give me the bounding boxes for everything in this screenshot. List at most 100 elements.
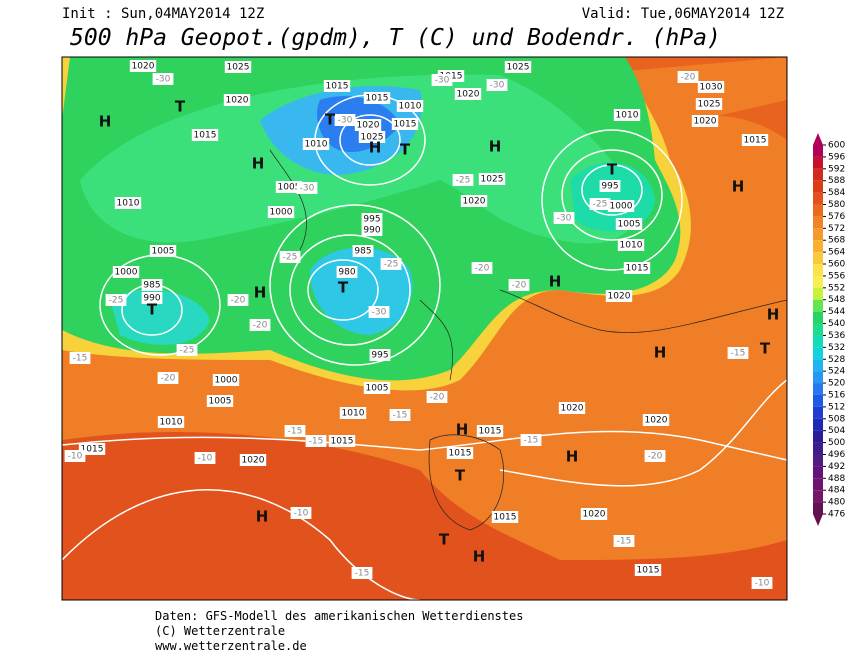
isobar-label-box [623, 262, 651, 274]
isobar-label-box [328, 435, 356, 447]
temperature-label: -10 [198, 454, 213, 464]
isobar-label-box [617, 239, 645, 251]
isobar-label-box [363, 92, 391, 104]
isobar-label: 995 [363, 215, 380, 225]
temperature-label: -20 [512, 281, 527, 291]
isobar-label: 1010 [117, 199, 140, 209]
isobar-label-box [741, 134, 769, 146]
isobar-label-box [691, 115, 719, 127]
isobar-label: 1015 [366, 94, 389, 104]
isobar-label-box [275, 181, 303, 193]
pressure-center: T [455, 467, 466, 485]
temperature-label: -30 [300, 184, 315, 194]
isobar-label-box [607, 200, 635, 212]
warm-area [62, 431, 787, 600]
isobar-label-box [267, 206, 295, 218]
isobar-label: 1015 [626, 264, 649, 274]
pressure-center: T [439, 531, 450, 549]
colorbar-segment [813, 406, 823, 419]
isobar-label-box [336, 266, 358, 278]
temperature-label: -15 [731, 349, 746, 359]
pressure-center: H [473, 548, 486, 566]
colorbar-segment [813, 168, 823, 181]
isobar-label-box [361, 213, 383, 225]
temperature-label-box [677, 71, 699, 83]
isobar-label: 1015 [479, 427, 502, 437]
temperature-label: -15 [73, 354, 88, 364]
colorbar-segment [813, 418, 823, 431]
temperature-label: -10 [294, 509, 309, 519]
isobar-label: 1025 [698, 100, 721, 110]
footer-line: Daten: GFS-Modell des amerikanischen Wet… [155, 609, 523, 623]
isobar-label: 1015 [494, 513, 517, 523]
colorbar-segment [813, 287, 823, 300]
colorbar-segment [813, 383, 823, 395]
temperature-label-box [296, 182, 318, 194]
isobar-label-box [446, 447, 474, 459]
isobar-label: 985 [143, 281, 160, 291]
temperature-label-box [508, 279, 530, 291]
isobar-label-box [396, 100, 424, 112]
colorbar-label: 484 [828, 486, 845, 496]
colorbar-label: 516 [828, 390, 845, 400]
isobar-label: 1020 [694, 117, 717, 127]
colorbar-label: 576 [828, 212, 845, 222]
map: 1020 1025 1020 1015 1015 1015 1015 1025 1020 1010… [62, 57, 787, 600]
isobar-label-box [129, 60, 157, 72]
isobar-label: 1020 [242, 456, 265, 466]
temperature-label: -15 [393, 411, 408, 421]
pressure-center: T [338, 279, 349, 297]
temperature-label-box [290, 507, 312, 519]
temperature-label: -25 [593, 200, 608, 210]
pressure-center: H [456, 421, 469, 439]
isobar-label-box [580, 508, 608, 520]
colorbar-segment [813, 311, 823, 324]
isobar-label-box [112, 266, 140, 278]
colorbar-label: 496 [828, 450, 845, 460]
coastlines [269, 149, 787, 531]
temperature-label-box [249, 319, 271, 331]
isobar-label: 1015 [331, 437, 354, 447]
temperature-label: -25 [456, 176, 471, 186]
colorbar-label: 480 [828, 498, 845, 508]
pressure-center: H [489, 138, 502, 156]
isobar-label: 1010 [399, 102, 422, 112]
temperature-label-box [452, 174, 474, 186]
isobar-label: 1015 [194, 131, 217, 141]
pressure-center: H [566, 448, 579, 466]
isobar-label: 1030 [700, 83, 723, 93]
pressure-center: T [175, 98, 186, 116]
colorbar-label: 592 [828, 164, 845, 174]
isobar-label-box [613, 109, 641, 121]
colorbar-arrow [813, 514, 823, 526]
colorbar-segment [813, 299, 823, 312]
isobar-label: 1010 [616, 111, 639, 121]
isobar-label-box [352, 245, 374, 257]
isobar-label: 990 [143, 294, 160, 304]
isobar-label: 1020 [583, 510, 606, 520]
isobar-label-box [697, 81, 725, 93]
colorbar-label: 520 [828, 379, 845, 389]
pressure-center: H [99, 113, 112, 131]
pressure-center: H [549, 273, 562, 291]
colorbar-label: 528 [828, 355, 845, 365]
temperature-label-box [553, 212, 575, 224]
pressure-center: H [732, 178, 745, 196]
temperature-label: -20 [161, 374, 176, 384]
colorbar-segment [813, 371, 823, 384]
temperature-label-box [368, 306, 390, 318]
isobar-label-box [78, 443, 106, 455]
footer-line: (C) Wetterzentrale [155, 624, 285, 638]
isobar-label: 1015 [744, 136, 767, 146]
isobar-label-box [358, 131, 386, 143]
isobar-label: 1020 [457, 90, 480, 100]
isobar-label-box [391, 118, 419, 130]
temperature-label-box [426, 391, 448, 403]
temperature-label-box [351, 567, 373, 579]
isobar-label: 1000 [610, 202, 633, 212]
pressure-center: T [760, 340, 771, 358]
temperature-label-box [644, 450, 666, 462]
isobar-label: 995 [601, 182, 618, 192]
colorbar-segment [813, 192, 823, 205]
